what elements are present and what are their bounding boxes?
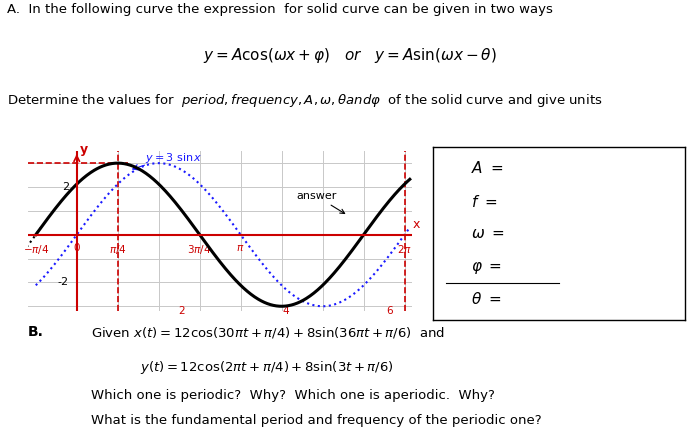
Text: A.  In the following curve the expression  for solid curve can be given in two w: A. In the following curve the expression… xyxy=(7,3,553,16)
Text: $\theta\ =$: $\theta\ =$ xyxy=(471,291,501,307)
Text: x: x xyxy=(412,218,420,231)
Text: answer: answer xyxy=(296,191,345,213)
Text: $\pi$: $\pi$ xyxy=(236,243,245,253)
Text: 6: 6 xyxy=(387,306,393,316)
Text: -2: -2 xyxy=(58,277,69,287)
Text: 4: 4 xyxy=(282,306,289,316)
Text: $3\pi/4$: $3\pi/4$ xyxy=(187,243,212,256)
Text: $y = 3\ \sin x$: $y = 3\ \sin x$ xyxy=(145,151,202,165)
Text: $y = A\cos(\omega x + \varphi)$   or   $y = A\sin(\omega x - \theta)$: $y = A\cos(\omega x + \varphi)$ or $y = … xyxy=(203,46,496,65)
Text: $\pi/4$: $\pi/4$ xyxy=(109,243,127,256)
Text: What is the fundamental period and frequency of the periodic one?: What is the fundamental period and frequ… xyxy=(91,414,542,427)
Text: 2: 2 xyxy=(178,306,185,316)
Text: $\omega\ =$: $\omega\ =$ xyxy=(471,226,505,241)
Text: Given $x(t) = 12\cos(30\pi t + \pi / 4) + 8\sin(36\pi t + \pi / 6)$  and: Given $x(t) = 12\cos(30\pi t + \pi / 4) … xyxy=(91,325,445,340)
Text: $A\ =$: $A\ =$ xyxy=(471,159,503,176)
Text: $\varphi\ =$: $\varphi\ =$ xyxy=(471,260,503,276)
Text: y: y xyxy=(80,143,87,156)
Text: 0: 0 xyxy=(73,243,80,253)
Text: B.: B. xyxy=(28,325,44,339)
Text: $-\pi/4$: $-\pi/4$ xyxy=(22,243,49,256)
Text: $y(t) = 12\cos(2\pi t + \pi / 4) + 8\sin(3t + \pi / 6)$: $y(t) = 12\cos(2\pi t + \pi / 4) + 8\sin… xyxy=(140,359,394,376)
Text: Determine the values for  $\it{period, frequency, A, \omega , \theta}$$\it{ and : Determine the values for $\it{period, fr… xyxy=(7,92,603,109)
Text: $f\ =$: $f\ =$ xyxy=(471,194,498,210)
Text: $2\pi$: $2\pi$ xyxy=(397,243,412,255)
Text: 2: 2 xyxy=(62,182,69,192)
Text: Which one is periodic?  Why?  Which one is aperiodic.  Why?: Which one is periodic? Why? Which one is… xyxy=(91,389,495,402)
